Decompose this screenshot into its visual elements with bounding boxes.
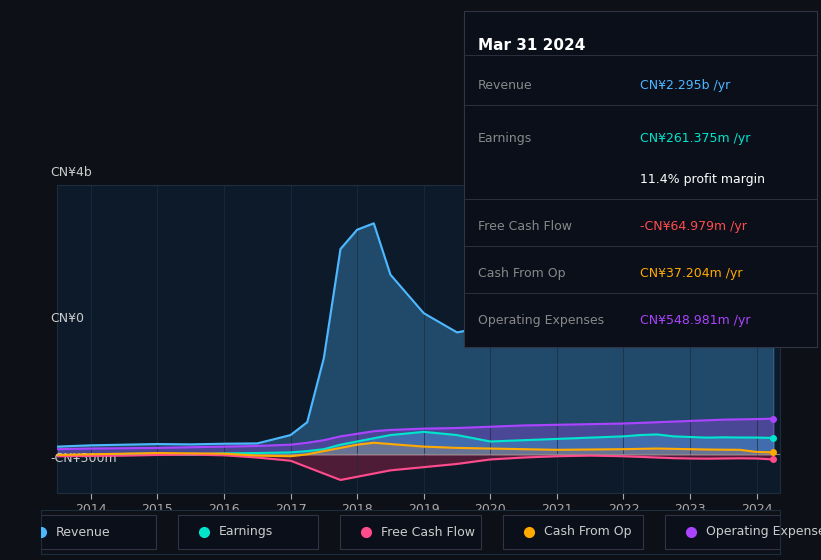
Text: Cash From Op: Cash From Op xyxy=(544,525,631,539)
Text: Earnings: Earnings xyxy=(478,132,532,146)
Text: Free Cash Flow: Free Cash Flow xyxy=(381,525,475,539)
Text: Cash From Op: Cash From Op xyxy=(478,267,566,280)
Text: CN¥548.981m /yr: CN¥548.981m /yr xyxy=(640,314,751,327)
Text: Mar 31 2024: Mar 31 2024 xyxy=(478,38,585,53)
Text: Earnings: Earnings xyxy=(218,525,273,539)
FancyBboxPatch shape xyxy=(15,515,156,549)
FancyBboxPatch shape xyxy=(177,515,318,549)
Text: -CN¥500m: -CN¥500m xyxy=(50,452,117,465)
Text: CN¥0: CN¥0 xyxy=(50,312,85,325)
Text: CN¥261.375m /yr: CN¥261.375m /yr xyxy=(640,132,750,146)
Text: Operating Expenses: Operating Expenses xyxy=(706,525,821,539)
FancyBboxPatch shape xyxy=(502,515,644,549)
FancyBboxPatch shape xyxy=(666,515,805,549)
Text: CN¥2.295b /yr: CN¥2.295b /yr xyxy=(640,78,731,92)
Text: Operating Expenses: Operating Expenses xyxy=(478,314,604,327)
Text: 11.4% profit margin: 11.4% profit margin xyxy=(640,172,765,186)
Text: Free Cash Flow: Free Cash Flow xyxy=(478,220,572,233)
FancyBboxPatch shape xyxy=(340,515,481,549)
Text: CN¥4b: CN¥4b xyxy=(50,166,92,179)
Text: Revenue: Revenue xyxy=(56,525,111,539)
Text: Revenue: Revenue xyxy=(478,78,533,92)
Text: -CN¥64.979m /yr: -CN¥64.979m /yr xyxy=(640,220,747,233)
Text: CN¥37.204m /yr: CN¥37.204m /yr xyxy=(640,267,743,280)
